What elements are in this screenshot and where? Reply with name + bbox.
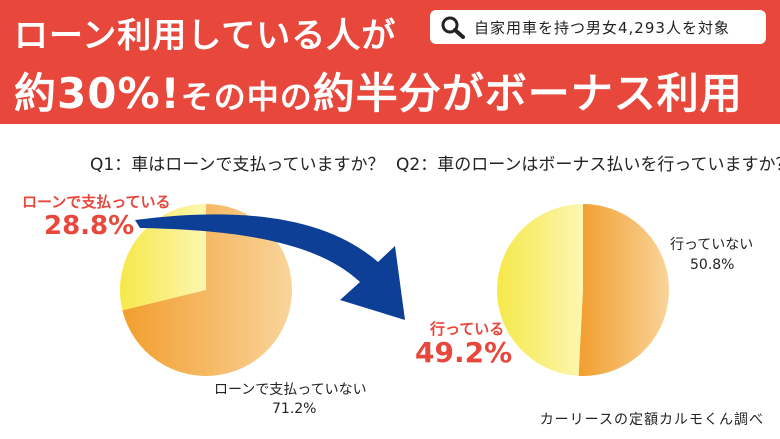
q1-slice-label-loan: ローンで支払っている: [22, 193, 171, 211]
arrow-q1-to-q2: [135, 214, 405, 320]
magnifier-icon: [440, 15, 466, 39]
q1-title: Q1：車はローンで支払っていますか？: [90, 155, 385, 175]
q2-slice-0: [496, 204, 583, 376]
pie-chart-q2: [496, 204, 669, 376]
q1-slice-value-loan: 28.8%: [44, 211, 135, 241]
headline-line-1: ローン利用している人が: [14, 16, 397, 56]
q2-title: Q2：車のローンはボーナス払いを行っていますか？: [396, 155, 780, 175]
q2-slice-value-no: 50.8%: [690, 257, 735, 273]
credit: カーリースの定額カルモくん調べ: [539, 412, 764, 428]
headline-suffix: 約半分がボーナス利用: [312, 69, 743, 118]
q1-slice-label-noloan: ローンで支払っていない: [214, 382, 367, 398]
q1-slice-1: [122, 204, 292, 376]
survey-note: 自家用車を持つ男女4,293人を対象: [474, 18, 730, 37]
q2-slice-label-yes: 行っている: [430, 320, 505, 338]
q2-slice-1: [578, 204, 669, 376]
survey-note-box: 自家用車を持つ男女4,293人を対象: [430, 10, 766, 44]
q1-slice-0: [119, 204, 206, 311]
pie-chart-q1: [119, 204, 292, 376]
q2-slice-label-no: 行っていない: [670, 237, 754, 253]
headline-prefix: 約30%!: [14, 69, 181, 118]
headline-middle: その中の: [180, 78, 313, 116]
headline-line-2: 約30%!その中の約半分がボーナス利用: [14, 60, 743, 121]
q1-slice-value-noloan: 71.2%: [272, 401, 317, 417]
q2-slice-value-yes: 49.2%: [415, 336, 513, 369]
